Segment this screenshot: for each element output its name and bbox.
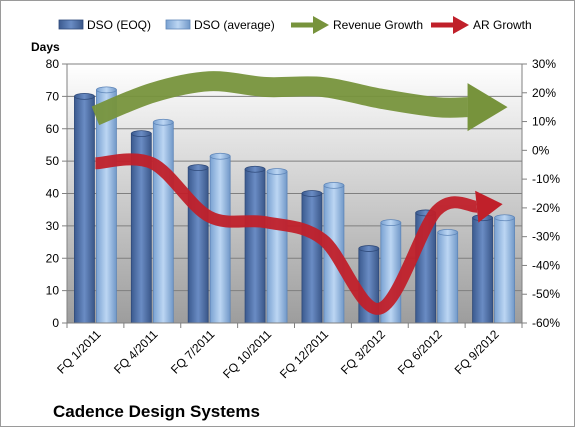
- y-tick-label: 30: [46, 219, 60, 233]
- bar-dso-eoq-cap: [130, 130, 152, 138]
- ar-growth-arrow-head: [475, 190, 503, 223]
- x-tick-label: FQ 6/2012: [395, 327, 445, 377]
- bar-dso-eoq: [187, 167, 209, 324]
- y2-axis-ticks: -60% -50% -40% -30% -20% -10% 0% 10% 20% 30%: [522, 57, 560, 330]
- bar-dso-average-cap: [494, 214, 515, 222]
- bar-dso-eoq: [244, 168, 266, 324]
- legend: DSO (EOQ) DSO (average) Revenue Growth AR G…: [58, 16, 532, 34]
- legend-label: AR Growth: [473, 18, 532, 32]
- bar-dso-eoq: [301, 193, 323, 324]
- x-tick-label: FQ 7/2011: [168, 327, 218, 377]
- y2-tick-label: -40%: [532, 258, 560, 272]
- bar-dso-eoq-cap: [187, 164, 209, 172]
- legend-label: Revenue Growth: [333, 18, 423, 32]
- legend-item: AR Growth: [431, 16, 532, 34]
- bar-dso-average-cap: [380, 219, 402, 227]
- legend-item: DSO (average): [165, 18, 275, 32]
- x-tick-label: FQ 3/2012: [338, 327, 388, 377]
- legend-item: Revenue Growth: [291, 16, 423, 34]
- x-tick-label: FQ 1/2011: [54, 327, 104, 377]
- y-tick-label: 60: [46, 122, 60, 136]
- legend-label: DSO (EOQ): [87, 18, 151, 32]
- y2-tick-label: 0%: [532, 143, 550, 157]
- y-tick-label: 10: [46, 284, 60, 298]
- bar-dso-average: [437, 231, 459, 324]
- bar-dso-average-cap: [437, 228, 459, 236]
- legend-item: DSO (EOQ): [58, 18, 151, 32]
- y-axis-ticks: 0 10 20 30 40 50 60 70 80: [46, 57, 67, 330]
- bar-dso-eoq-cap: [301, 190, 323, 197]
- y2-tick-label: -20%: [532, 201, 560, 215]
- y-tick-label: 20: [46, 251, 60, 265]
- bar-dso-average-cap: [266, 168, 288, 175]
- y2-tick-label: -50%: [532, 287, 560, 301]
- bar-dso-eoq-cap: [358, 245, 380, 252]
- legend-swatch: [58, 19, 84, 30]
- x-tick-label: FQ 12/2011: [277, 327, 331, 381]
- revenue-growth-arrow-body: [91, 71, 468, 126]
- y2-tick-label: -10%: [532, 172, 560, 186]
- y-tick-label: 40: [46, 187, 60, 201]
- bar-dso-average-cap: [323, 182, 345, 189]
- y-tick-label: 50: [46, 154, 60, 168]
- bar-dso-eoq-cap: [74, 92, 95, 100]
- y2-tick-label: -30%: [532, 230, 560, 244]
- y2-tick-label: 20%: [532, 86, 556, 100]
- x-tick-label: FQ 10/2011: [220, 327, 274, 381]
- bar-dso-eoq: [74, 95, 95, 324]
- y-tick-label: 0: [52, 316, 59, 330]
- legend-arrow-head: [453, 16, 469, 34]
- y-axis-label: Days: [31, 40, 60, 54]
- bar-dso-average: [494, 217, 515, 324]
- bar-dso-average-cap: [152, 118, 174, 126]
- bar-dso-eoq: [472, 217, 493, 324]
- legend-label: DSO (average): [194, 18, 275, 32]
- y-tick-label: 80: [46, 57, 60, 71]
- bar-dso-average: [152, 121, 174, 324]
- y2-tick-label: 30%: [532, 57, 556, 71]
- ar-growth-arrow-body: [94, 153, 478, 315]
- x-tick-label: FQ 4/2011: [111, 327, 161, 377]
- x-axis-ticks: FQ 1/2011 FQ 4/2011 FQ 7/2011 FQ 10/2011 FQ …: [54, 327, 502, 381]
- revenue-growth-arrow-head: [467, 83, 508, 132]
- legend-arrow-head: [313, 16, 329, 34]
- bar-dso-average-cap: [96, 86, 117, 94]
- y2-tick-label: 10%: [532, 115, 556, 129]
- y2-tick-label: -60%: [532, 316, 560, 330]
- bar-dso-average-cap: [209, 152, 231, 160]
- bar-dso-average: [209, 155, 231, 324]
- y-tick-label: 70: [46, 89, 60, 103]
- bar-dso-eoq-cap: [244, 165, 266, 173]
- legend-swatch: [165, 19, 191, 30]
- bar-dso-average: [266, 171, 288, 324]
- chart-title: Cadence Design Systems: [53, 402, 260, 421]
- growth-arrows: [91, 71, 508, 315]
- x-tick-label: FQ 9/2012: [452, 327, 502, 377]
